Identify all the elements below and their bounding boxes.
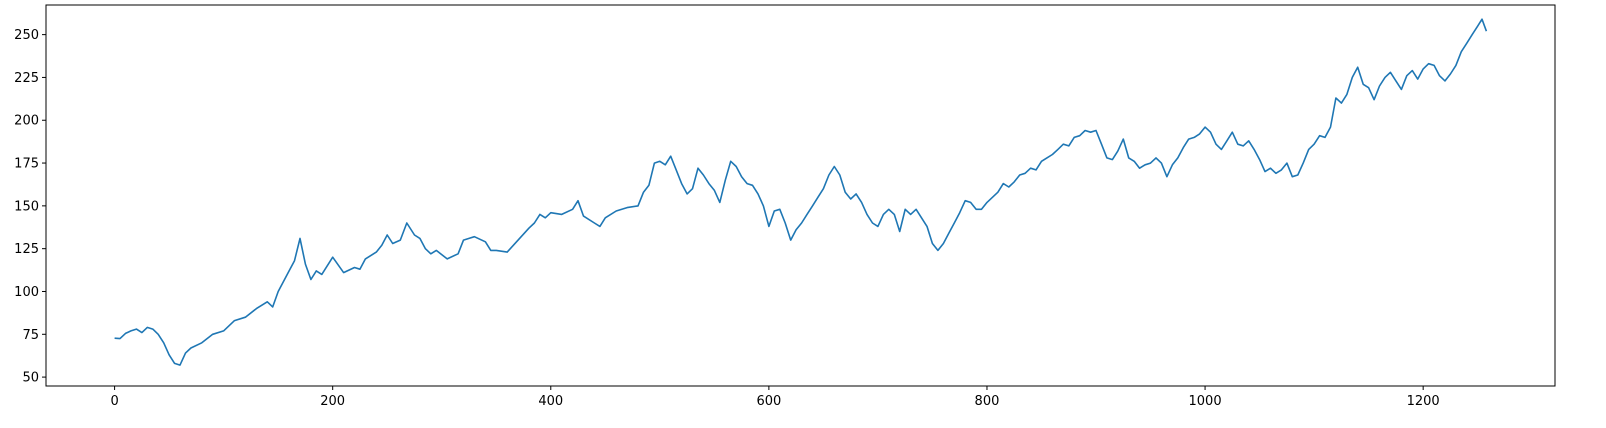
y-tick-label: 150 (14, 199, 39, 214)
x-tick-label: 1000 (1189, 394, 1222, 409)
y-axis: 50 75 100 125 150 175 200 225 250 (14, 28, 46, 386)
x-tick-label: 400 (538, 394, 563, 409)
x-tick-label: 0 (110, 394, 118, 409)
y-tick-label: 225 (14, 71, 39, 86)
y-tick-label: 175 (14, 157, 39, 172)
y-tick-label: 50 (22, 371, 39, 386)
series-line-0 (114, 18, 1488, 366)
x-axis: 0 200 400 600 800 1000 1200 (110, 386, 1440, 409)
y-tick-label: 100 (14, 285, 39, 300)
x-tick-label: 200 (320, 394, 345, 409)
x-tick-label: 600 (756, 394, 781, 409)
plot-area-background (46, 5, 1555, 386)
y-tick-label: 75 (22, 328, 39, 343)
plot-frame (45, 4, 1556, 387)
y-tick-label: 200 (14, 114, 39, 129)
x-tick-label: 1200 (1407, 394, 1440, 409)
y-tick-label: 125 (14, 242, 39, 257)
y-tick-label: 250 (14, 28, 39, 43)
series-layer (114, 18, 1488, 366)
x-tick-label: 800 (975, 394, 1000, 409)
